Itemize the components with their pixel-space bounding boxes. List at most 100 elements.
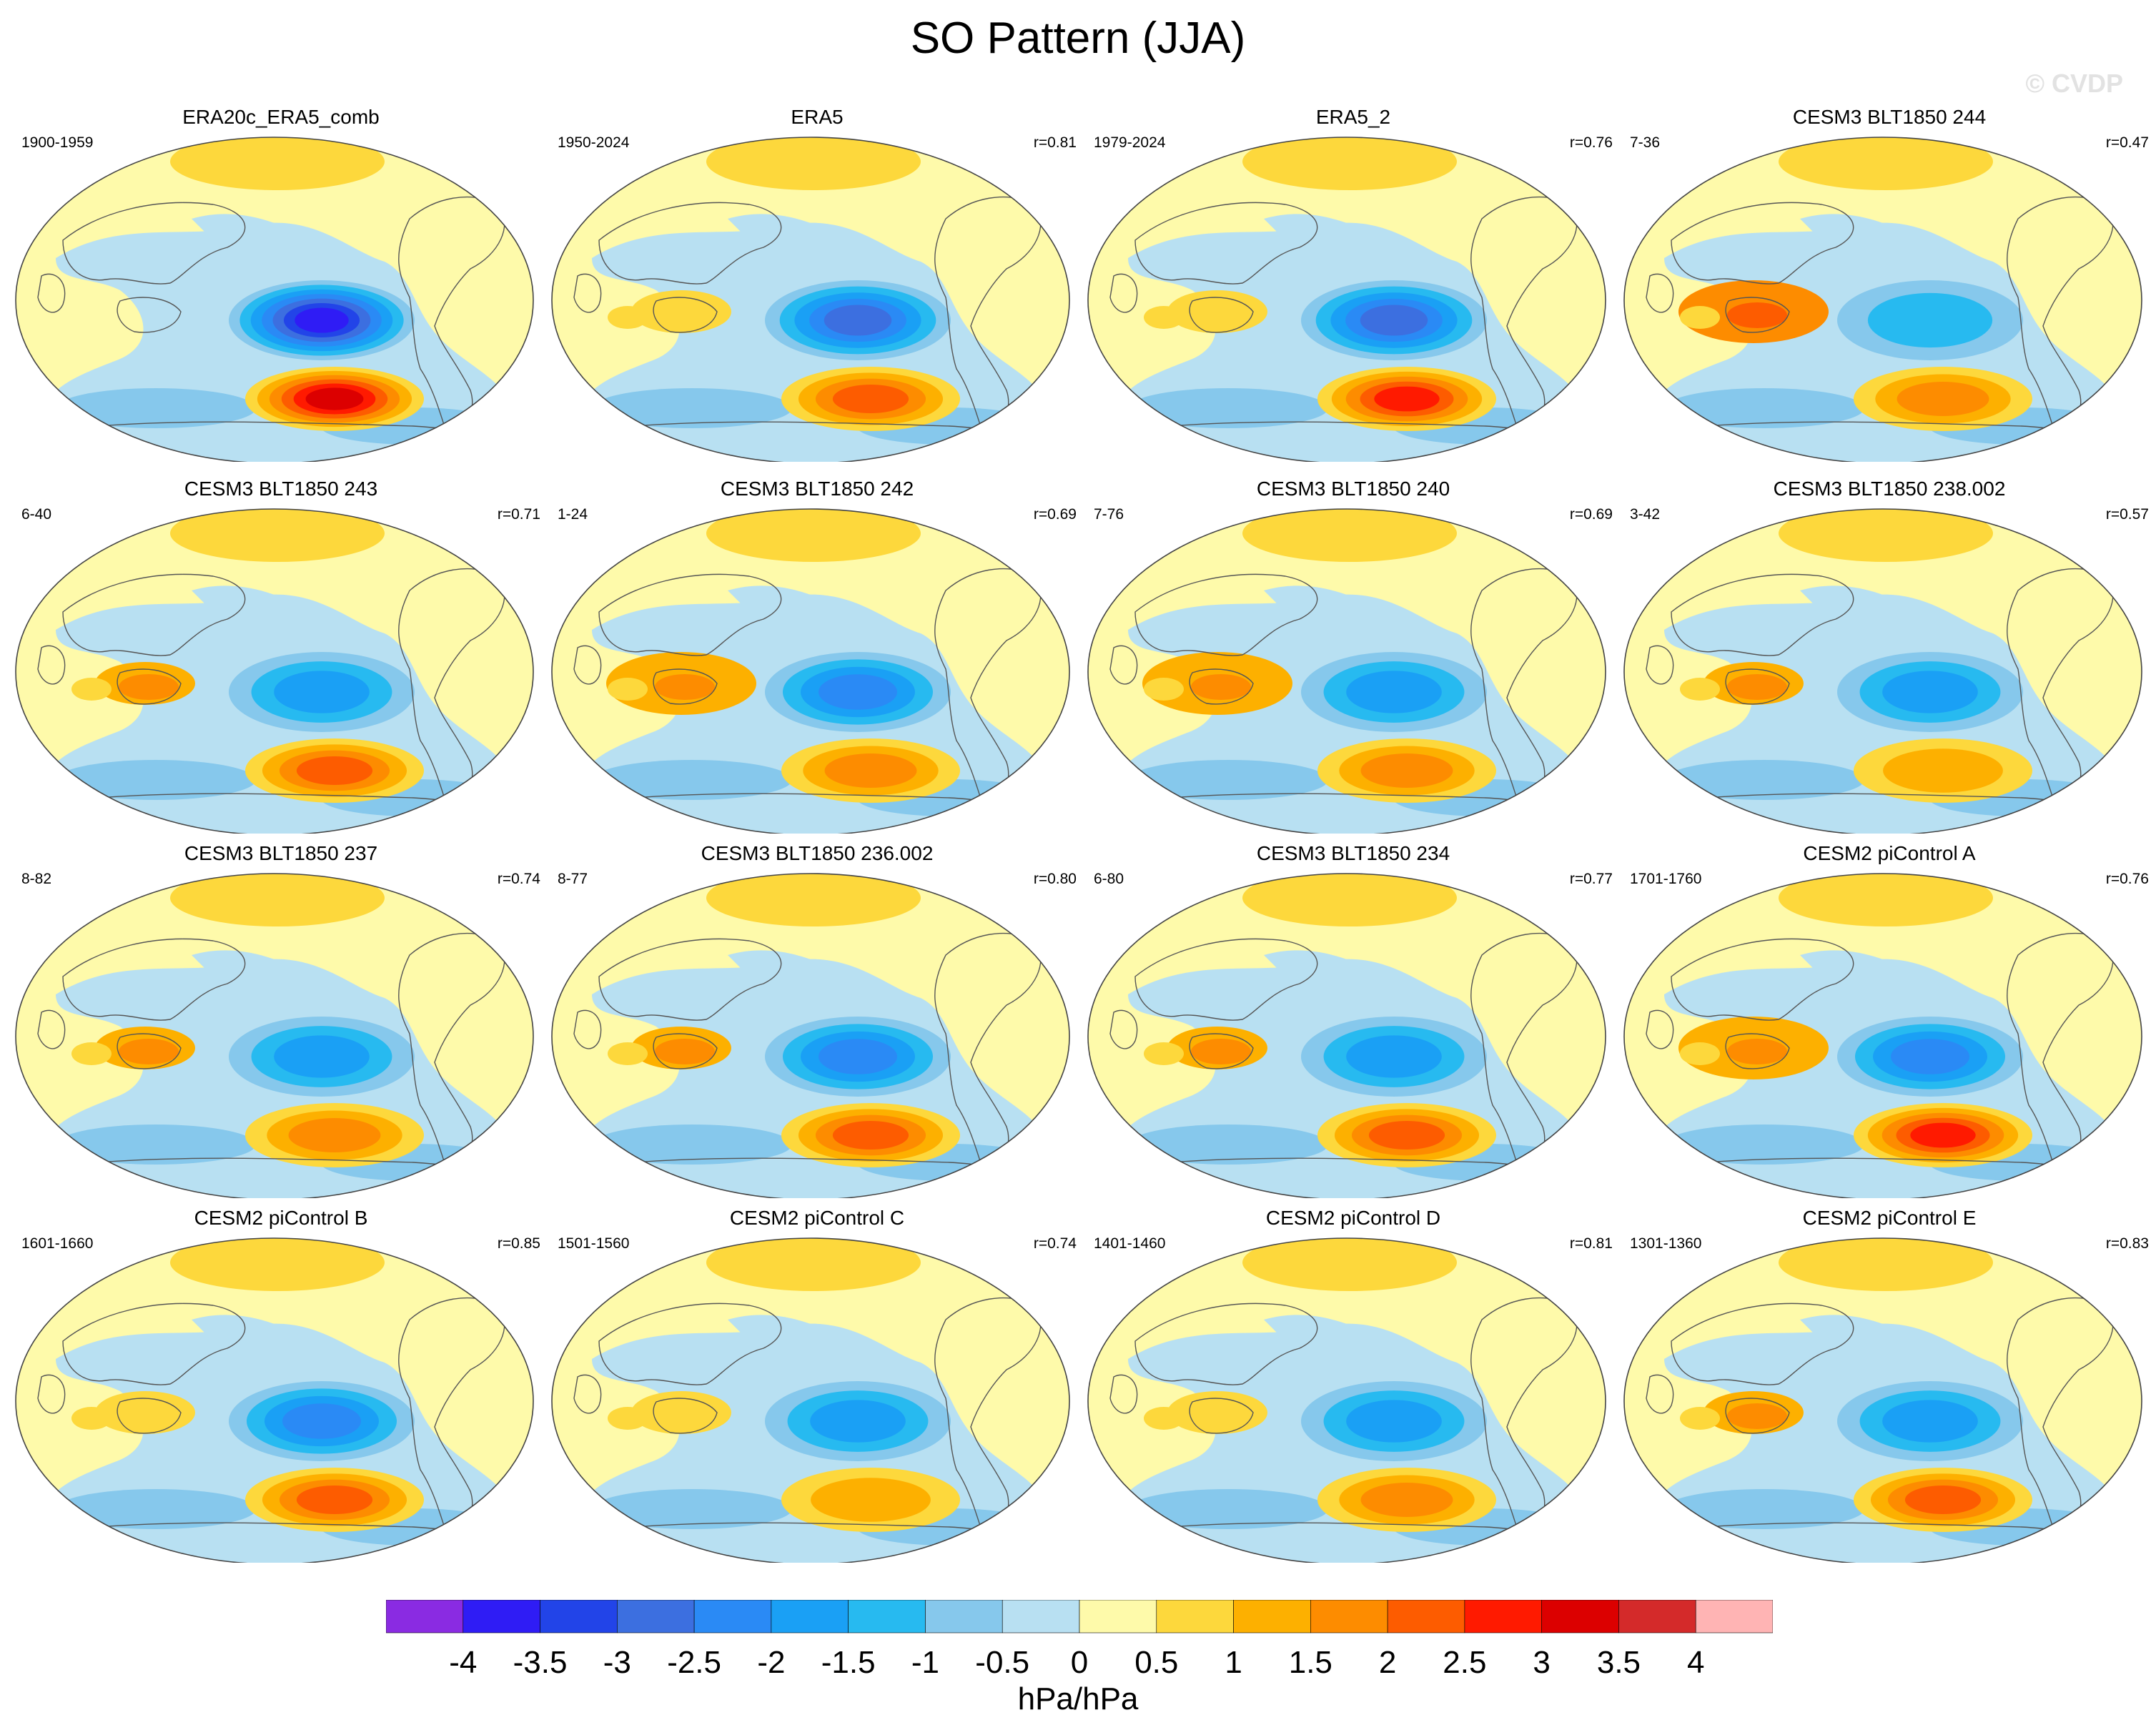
- colorbar-swatch: [463, 1600, 540, 1633]
- panel-period: 1301-1360: [1630, 1235, 1702, 1252]
- colorbar-swatch: [1233, 1600, 1311, 1633]
- colorbar-tick-label: 2.5: [1443, 1645, 1486, 1680]
- panel-title: ERA5: [791, 106, 844, 128]
- colorbar-tick-label: 3.5: [1597, 1645, 1641, 1680]
- colorbar-tick-label: -2: [757, 1645, 785, 1680]
- robinson-map: [15, 137, 534, 462]
- map-panel: CESM2 piControl C 1501-1560 r=0.74: [549, 1207, 1085, 1578]
- robinson-map: [1623, 873, 2142, 1198]
- robinson-map: [1087, 1237, 1606, 1563]
- colorbar-swatch: [617, 1600, 695, 1633]
- colorbar-tick-label: -0.5: [975, 1645, 1029, 1680]
- cvdp-watermark: © CVDP: [2025, 69, 2123, 98]
- colorbar-tick-label: -3: [603, 1645, 631, 1680]
- map-panel: CESM2 piControl B 1601-1660 r=0.85: [13, 1207, 549, 1578]
- panel-title: ERA20c_ERA5_comb: [182, 106, 380, 128]
- colorbar-tick-label: -3.5: [513, 1645, 568, 1680]
- panel-pattern-correlation: r=0.81: [1569, 1235, 1613, 1252]
- colorbar-swatch: [693, 1600, 772, 1633]
- panel-period: 1979-2024: [1094, 134, 1166, 151]
- map-panel: CESM2 piControl E 1301-1360 r=0.83: [1621, 1207, 2156, 1578]
- map-panel: CESM2 piControl D 1401-1460 r=0.81: [1085, 1207, 1621, 1578]
- panel-title: CESM3 BLT1850 234: [1256, 842, 1450, 864]
- colorbar-swatch: [1541, 1600, 1619, 1633]
- panel-pattern-correlation: r=0.69: [1569, 506, 1613, 523]
- panel-period: 1900-1959: [21, 134, 94, 151]
- colorbar-tick-label: 4: [1687, 1645, 1704, 1680]
- map-panel: ERA5 1950-2024 r=0.81: [549, 106, 1085, 478]
- colorbar-tick-label: 0: [1071, 1645, 1088, 1680]
- colorbar-tick-label: 1: [1225, 1645, 1242, 1680]
- colorbar-tick-label: 2: [1379, 1645, 1396, 1680]
- panel-title: CESM2 piControl A: [1803, 842, 1976, 864]
- map-panel: ERA5_2 1979-2024 r=0.76: [1085, 106, 1621, 478]
- panel-period: 6-40: [21, 506, 52, 523]
- panel-title: CESM3 BLT1850 236.002: [701, 842, 934, 864]
- robinson-map: [15, 873, 534, 1198]
- colorbar-tick-label: 3: [1533, 1645, 1550, 1680]
- colorbar-swatch: [1387, 1600, 1465, 1633]
- map-panel: CESM3 BLT1850 242 1-24 r=0.69: [549, 478, 1085, 849]
- colorbar-swatch: [848, 1600, 926, 1633]
- colorbar-swatch: [1002, 1600, 1080, 1633]
- panel-title: CESM3 BLT1850 244: [1792, 106, 1987, 128]
- panel-period: 3-42: [1630, 506, 1661, 523]
- colorbar-tick-label: -4: [449, 1645, 477, 1680]
- colorbar-swatch: [1464, 1600, 1542, 1633]
- panel-period: 1601-1660: [21, 1235, 94, 1252]
- colorbar-swatch: [386, 1600, 464, 1633]
- colorbar: -4 -3.5 -3 -2.5 -2 -1.5 -1 -0.5 0 0.5 1 1.5 2 2.5 3 3.5…: [386, 1600, 1773, 1680]
- colorbar-tick-label: -2.5: [667, 1645, 721, 1680]
- map-panel: CESM3 BLT1850 240 7-76 r=0.69: [1085, 478, 1621, 849]
- colorbar-swatch: [1079, 1600, 1157, 1633]
- robinson-map: [1623, 137, 2142, 462]
- colorbar-swatch: [1695, 1600, 1773, 1633]
- panel-period: 1-24: [558, 506, 588, 523]
- panel-pattern-correlation: r=0.71: [497, 506, 540, 523]
- panel-title: CESM2 piControl C: [729, 1207, 905, 1229]
- panel-title: CESM2 piControl D: [1265, 1207, 1441, 1229]
- colorbar-swatch: [540, 1600, 618, 1633]
- robinson-map: [1623, 1237, 2142, 1563]
- panel-title: CESM3 BLT1850 243: [184, 478, 378, 500]
- panel-title: CESM3 BLT1850 237: [184, 842, 378, 864]
- panel-title: CESM3 BLT1850 242: [720, 478, 914, 500]
- robinson-map: [1087, 873, 1606, 1198]
- map-panel: CESM3 BLT1850 234 6-80 r=0.77: [1085, 842, 1621, 1214]
- panel-title: CESM2 piControl B: [194, 1207, 368, 1229]
- colorbar-tick-label: 0.5: [1134, 1645, 1178, 1680]
- panel-title: ERA5_2: [1315, 106, 1391, 128]
- panel-pattern-correlation: r=0.76: [1569, 134, 1613, 151]
- panel-pattern-correlation: r=0.74: [1033, 1235, 1077, 1252]
- panel-title: CESM2 piControl E: [1802, 1207, 1977, 1229]
- map-panel: CESM3 BLT1850 238.002 3-42 r=0.57: [1621, 478, 2156, 849]
- panel-period: 1701-1760: [1630, 871, 1702, 887]
- colorbar-swatch: [925, 1600, 1003, 1633]
- colorbar-swatch: [1618, 1600, 1696, 1633]
- robinson-map: [1623, 508, 2142, 834]
- colorbar-tick-label: -1: [911, 1645, 939, 1680]
- panel-period: 1401-1460: [1094, 1235, 1166, 1252]
- map-panel: CESM3 BLT1850 243 6-40 r=0.71: [13, 478, 549, 849]
- panel-pattern-correlation: r=0.69: [1033, 506, 1077, 523]
- panel-period: 8-77: [558, 871, 588, 887]
- panel-period: 1501-1560: [558, 1235, 630, 1252]
- panel-pattern-correlation: r=0.74: [497, 871, 540, 887]
- colorbar-swatch: [1156, 1600, 1234, 1633]
- map-panel: CESM3 BLT1850 237 8-82 r=0.74: [13, 842, 549, 1214]
- robinson-map: [551, 1237, 1070, 1563]
- panel-title: CESM3 BLT1850 240: [1256, 478, 1450, 500]
- colorbar-tick-label: -1.5: [821, 1645, 876, 1680]
- panel-pattern-correlation: r=0.85: [497, 1235, 540, 1252]
- colorbar-swatch: [771, 1600, 849, 1633]
- panel-title: CESM3 BLT1850 238.002: [1773, 478, 2006, 500]
- panel-pattern-correlation: r=0.77: [1569, 871, 1613, 887]
- colorbar-swatch: [1310, 1600, 1388, 1633]
- colorbar-tick-label: 1.5: [1289, 1645, 1332, 1680]
- panel-pattern-correlation: r=0.57: [2105, 506, 2149, 523]
- map-panel: CESM2 piControl A 1701-1760 r=0.76: [1621, 842, 2156, 1214]
- robinson-map: [15, 1237, 534, 1563]
- panel-period: 7-76: [1094, 506, 1124, 523]
- robinson-map: [551, 137, 1070, 462]
- robinson-map: [1087, 508, 1606, 834]
